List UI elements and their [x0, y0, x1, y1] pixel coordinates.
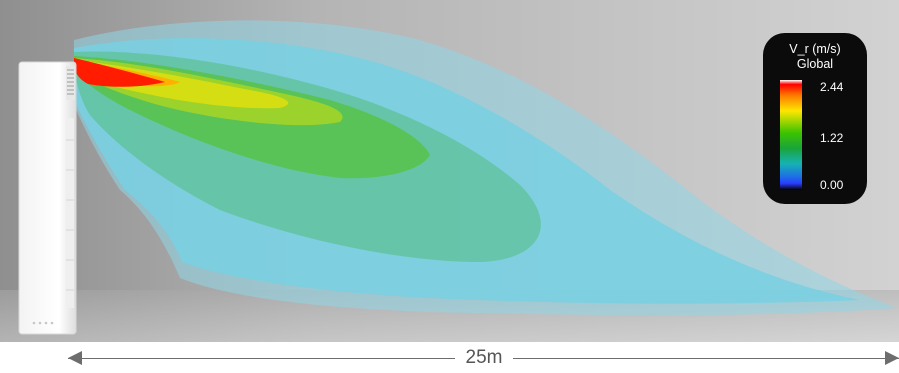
velocity-legend: V_r (m/s) Global 2.44 1.22 0.00	[763, 33, 867, 204]
legend-title: V_r (m/s)	[789, 42, 841, 56]
fan-grille-icon	[67, 69, 74, 95]
tower-fan	[18, 61, 77, 335]
plume-red	[74, 58, 165, 87]
control-dots-icon	[32, 321, 54, 325]
legend-max-label: 2.44	[820, 80, 844, 94]
arrow-right-icon	[885, 351, 899, 365]
legend-min-label: 0.00	[820, 178, 844, 192]
legend-color-bar	[780, 80, 802, 190]
distance-label: 25m	[455, 346, 513, 370]
airflow-scene: V_r (m/s) Global 2.44 1.22 0.00	[0, 0, 899, 342]
legend-subtitle: Global	[796, 57, 834, 71]
legend-mid-label: 1.22	[820, 131, 844, 145]
airflow-render	[0, 0, 899, 342]
arrow-left-icon	[68, 351, 82, 365]
